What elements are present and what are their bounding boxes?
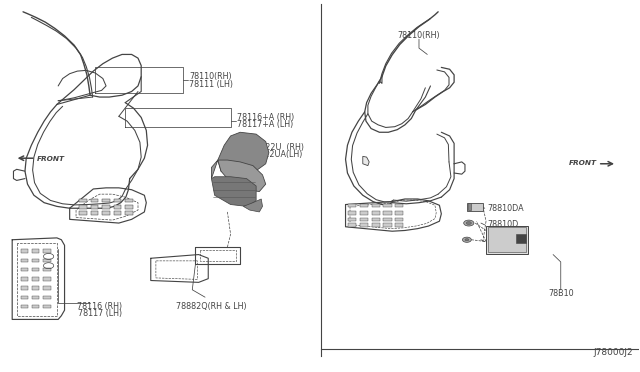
Bar [383,218,392,221]
Bar [79,205,87,209]
Text: 78117 (LH): 78117 (LH) [77,310,122,318]
Text: 78116+A (RH): 78116+A (RH) [237,113,294,122]
Polygon shape [363,156,369,166]
Bar [102,211,110,215]
Bar [44,268,51,271]
Bar [79,211,87,215]
Polygon shape [218,132,269,177]
Text: 78110(RH): 78110(RH) [189,72,232,81]
Bar [79,199,87,202]
Bar [360,218,368,221]
Bar [516,234,526,243]
Bar [21,249,28,253]
Bar [44,277,51,280]
Bar [32,296,39,299]
Bar [125,199,133,202]
Bar [372,204,380,208]
Bar [125,211,133,215]
Bar [383,223,392,227]
Bar [21,277,28,280]
Bar [395,218,403,221]
Bar [468,203,470,210]
Bar [348,204,356,208]
Polygon shape [211,177,256,206]
Bar [125,205,133,209]
Bar [372,223,380,227]
Bar [372,218,380,221]
Bar [91,211,99,215]
Text: 78882Q(RH & LH): 78882Q(RH & LH) [176,302,247,311]
Bar [467,203,483,211]
Bar [360,211,368,215]
Bar [114,211,122,215]
Bar [488,227,525,252]
Text: 78B10A: 78B10A [487,237,518,246]
Text: 78116 (RH): 78116 (RH) [77,302,122,311]
Text: 78810D: 78810D [487,221,518,230]
Bar [44,249,51,253]
Bar [21,296,28,299]
Bar [486,226,527,254]
Text: 78810DA: 78810DA [487,204,524,213]
Polygon shape [243,199,262,212]
Bar [395,211,403,215]
Circle shape [464,220,474,226]
Bar [348,211,356,215]
Bar [32,305,39,308]
Bar [32,286,39,290]
Bar [114,199,122,202]
Bar [44,286,51,290]
Text: 85222U  (RH): 85222U (RH) [250,142,304,151]
Bar [360,223,368,227]
Bar [21,268,28,271]
Bar [32,259,39,262]
Text: FRONT: FRONT [37,156,65,162]
Bar [372,211,380,215]
Bar [32,249,39,253]
Bar [360,204,368,208]
Bar [395,223,403,227]
Bar [348,218,356,221]
Bar [44,259,51,262]
Circle shape [467,222,471,225]
Bar [44,296,51,299]
Bar [383,211,392,215]
Circle shape [465,238,468,241]
Circle shape [463,237,471,242]
Polygon shape [211,160,266,192]
Bar [102,199,110,202]
Bar [102,205,110,209]
Bar [91,205,99,209]
Text: 85222UA(LH): 85222UA(LH) [250,150,303,159]
Bar [91,199,99,202]
Text: 78110(RH): 78110(RH) [397,31,440,41]
Text: FRONT: FRONT [568,160,596,166]
Bar [383,204,392,208]
Bar [32,277,39,280]
Text: 78117+A (LH): 78117+A (LH) [237,121,293,129]
Bar [348,223,356,227]
Bar [44,305,51,308]
Text: J78000J2: J78000J2 [593,348,633,357]
Bar [114,205,122,209]
Bar [21,286,28,290]
Bar [32,268,39,271]
Bar [395,204,403,208]
Bar [21,259,28,262]
Bar [21,305,28,308]
Text: 78B10: 78B10 [548,289,573,298]
Text: 78111 (LH): 78111 (LH) [189,80,233,89]
